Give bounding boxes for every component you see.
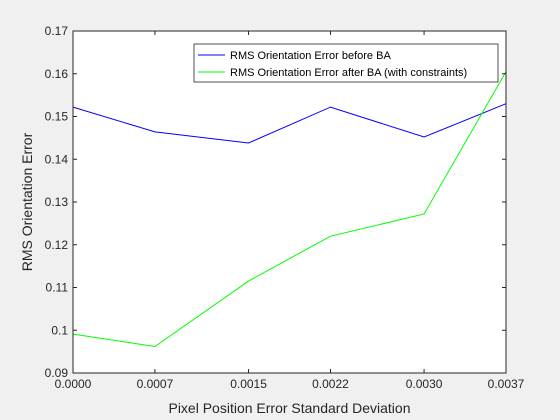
y-tick-label: 0.11: [46, 281, 69, 295]
y-tick-label: 0.15: [45, 110, 69, 124]
y-tick-label: 0.14: [45, 152, 69, 166]
legend-box: [193, 43, 499, 83]
x-tick-label: 0.0000: [55, 377, 92, 391]
x-tick-label: 0.0037: [488, 377, 525, 391]
series-line-0: [72, 103, 507, 144]
y-tick-label: 0.13: [45, 195, 69, 209]
x-tick-label: 0.0007: [137, 377, 174, 391]
legend-label-after-ba: RMS Orientation Error after BA (with con…: [230, 67, 467, 79]
legend: RMS Orientation Error before BA RMS Orie…: [193, 43, 499, 83]
y-tick-label: 0.1: [51, 323, 68, 337]
y-tick-label: 0.16: [45, 67, 69, 81]
y-tick-label: 0.09: [45, 366, 69, 380]
ticks-layer: 0.0000 0.0007 0.0015 0.0022 0.0030 0.0037 0.09…: [45, 24, 525, 391]
y-axis-label: RMS Orientation Error: [19, 132, 35, 271]
x-axis-label: Pixel Position Error Standard Deviation: [168, 400, 410, 416]
x-tick-label: 0.0022: [312, 377, 349, 391]
plot-area: [73, 31, 506, 373]
legend-label-before-ba: RMS Orientation Error before BA: [230, 50, 391, 62]
series-layer: [72, 71, 507, 348]
x-tick-label: 0.0015: [230, 377, 267, 391]
x-tick-label: 0.0030: [406, 377, 443, 391]
y-tick-label: 0.12: [45, 238, 69, 252]
y-tick-label: 0.17: [45, 24, 69, 38]
series-line-1: [72, 71, 507, 348]
